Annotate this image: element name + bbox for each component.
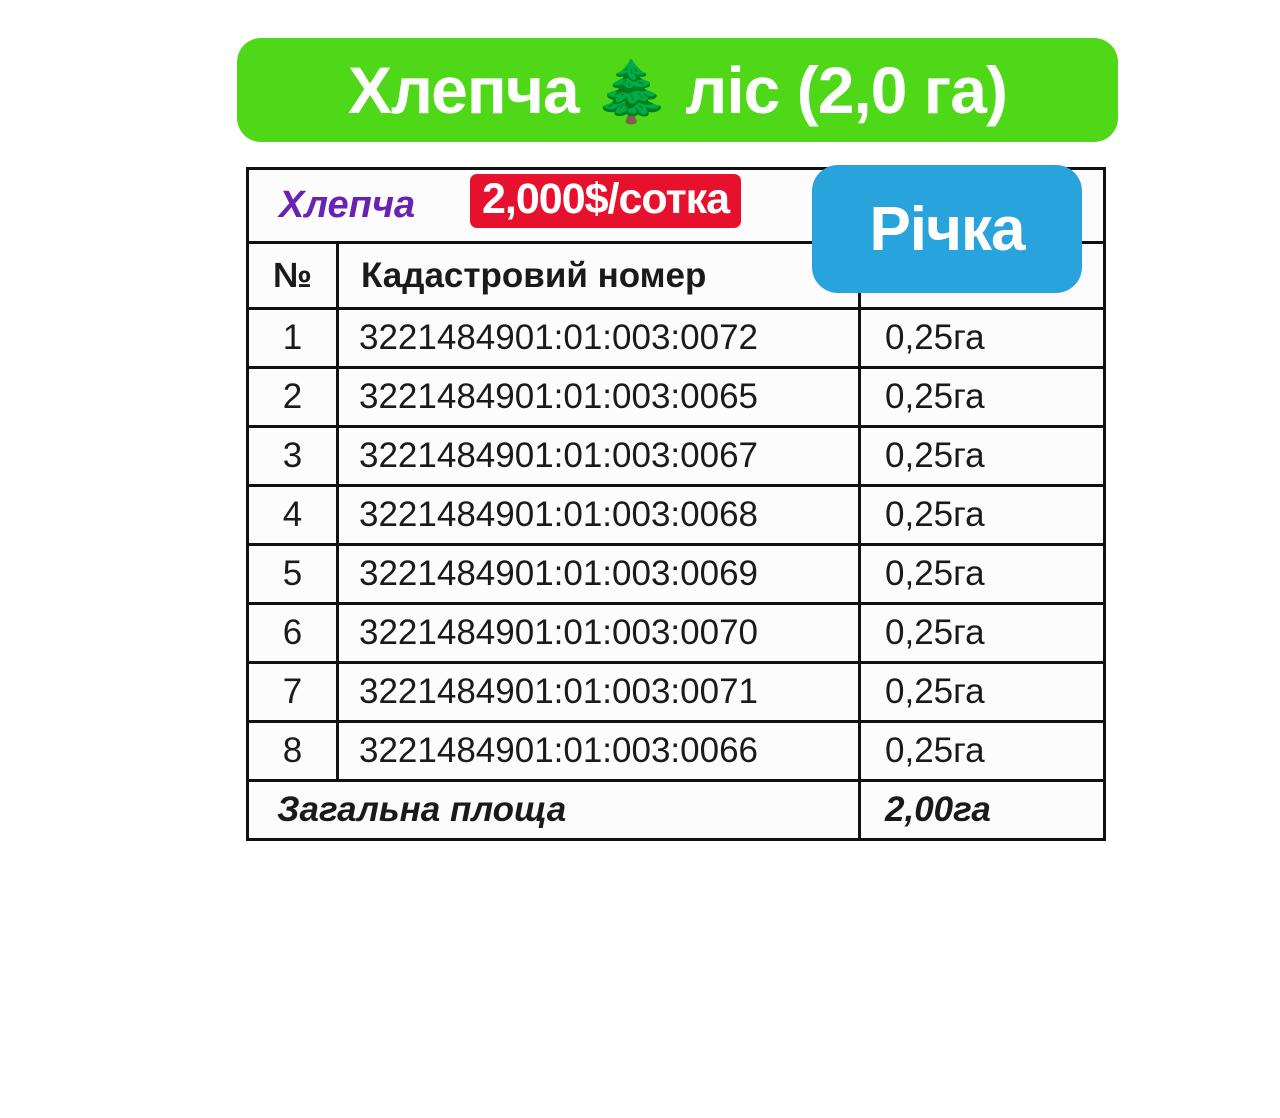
price-badge: 2,000$/сотка	[470, 174, 742, 228]
table-row: 6 3221484901:01:003:0070 0,25га	[246, 602, 1107, 664]
table-row: 1 3221484901:01:003:0072 0,25га	[246, 307, 1107, 369]
table-row: 8 3221484901:01:003:0066 0,25га	[246, 720, 1107, 782]
total-area-label: Загальна площа	[246, 779, 861, 841]
row-area: 0,25га	[857, 484, 1107, 546]
row-area: 0,25га	[857, 602, 1107, 664]
banner-title-right: ліс (2,0 га)	[685, 53, 1008, 127]
evergreen-tree-icon: 🌲	[594, 58, 670, 125]
row-number: 3	[246, 425, 339, 487]
row-number: 1	[246, 307, 339, 369]
table-row: 3 3221484901:01:003:0067 0,25га	[246, 425, 1107, 487]
row-number: 2	[246, 366, 339, 428]
title-banner: Хлепча 🌲 ліс (2,0 га)	[237, 38, 1118, 142]
column-header-cadastral: Кадастровий номер	[336, 241, 861, 310]
row-cadastral: 3221484901:01:003:0069	[336, 543, 861, 605]
row-area: 0,25га	[857, 543, 1107, 605]
row-cadastral: 3221484901:01:003:0068	[336, 484, 861, 546]
row-number: 4	[246, 484, 339, 546]
row-number: 8	[246, 720, 339, 782]
row-cadastral: 3221484901:01:003:0070	[336, 602, 861, 664]
row-number: 7	[246, 661, 339, 723]
row-number: 6	[246, 602, 339, 664]
total-area-value: 2,00га	[857, 779, 1107, 841]
row-cadastral: 3221484901:01:003:0066	[336, 720, 861, 782]
table-row: 7 3221484901:01:003:0071 0,25га	[246, 661, 1107, 723]
row-cadastral: 3221484901:01:003:0065	[336, 366, 861, 428]
row-cadastral: 3221484901:01:003:0072	[336, 307, 861, 369]
banner-title-left: Хлепча	[348, 53, 580, 127]
row-area: 0,25га	[857, 307, 1107, 369]
row-area: 0,25га	[857, 366, 1107, 428]
place-name-label: Хлепча	[279, 184, 416, 227]
row-area: 0,25га	[857, 425, 1107, 487]
table-row: 2 3221484901:01:003:0065 0,25га	[246, 366, 1107, 428]
column-header-number: №	[246, 241, 339, 310]
row-number: 5	[246, 543, 339, 605]
row-cadastral: 3221484901:01:003:0067	[336, 425, 861, 487]
table-row: 5 3221484901:01:003:0069 0,25га	[246, 543, 1107, 605]
table-total-row: Загальна площа 2,00га	[246, 779, 1107, 841]
row-area: 0,25га	[857, 720, 1107, 782]
row-cadastral: 3221484901:01:003:0071	[336, 661, 861, 723]
river-badge: Річка	[812, 165, 1082, 293]
row-area: 0,25га	[857, 661, 1107, 723]
table-row: 4 3221484901:01:003:0068 0,25га	[246, 484, 1107, 546]
